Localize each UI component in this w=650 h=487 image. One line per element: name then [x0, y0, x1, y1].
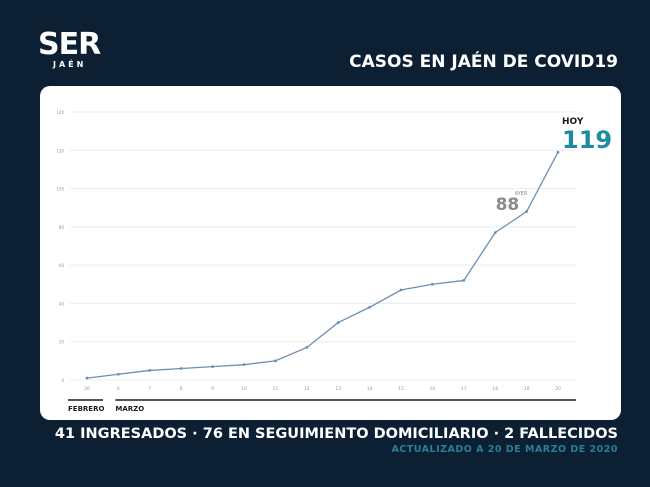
updated-date: ACTUALIZADO A 20 DE MARZO DE 2020: [391, 444, 618, 455]
month-label: FEBRERO: [68, 405, 104, 413]
data-point: [462, 279, 466, 282]
data-point: [368, 305, 371, 309]
annotation-label: HOY: [562, 117, 584, 127]
x-tick-label: 26: [84, 386, 90, 392]
y-tick-label: 100: [56, 187, 64, 192]
x-tick-label: 14: [367, 386, 373, 392]
page-title: CASOS EN JAÉN DE COVID19: [349, 52, 618, 72]
month-label: MARZO: [115, 405, 144, 413]
data-point: [211, 365, 215, 368]
x-tick-label: 17: [461, 386, 467, 392]
data-point: [274, 359, 277, 363]
x-tick-label: 16: [430, 386, 436, 392]
y-tick-label: 60: [59, 263, 65, 268]
data-point: [556, 150, 560, 154]
y-tick-label: 120: [56, 148, 64, 153]
logo-main: SER: [38, 27, 101, 62]
data-point: [85, 376, 89, 380]
x-tick-label: 12: [304, 386, 310, 392]
data-point: [431, 282, 434, 286]
annotation-value: 119: [562, 126, 612, 154]
y-tick-label: 0: [61, 378, 64, 383]
ser-jaen-logo: SER JAÉN: [38, 27, 101, 70]
y-tick-label: 20: [59, 340, 65, 345]
x-tick-label: 7: [148, 386, 151, 392]
x-tick-label: 18: [492, 386, 498, 392]
x-tick-label: 6: [117, 386, 120, 392]
x-tick-label: 11: [273, 386, 279, 392]
annotation-label: AYER: [515, 191, 528, 197]
x-tick-label: 19: [524, 386, 530, 392]
x-tick-label: 8: [180, 386, 183, 392]
x-tick-label: 13: [335, 386, 341, 392]
x-tick-label: 20: [555, 386, 561, 392]
data-point: [336, 321, 340, 324]
x-tick-label: 9: [211, 386, 214, 392]
summary-text: 41 INGRESADOS · 76 EN SEGUIMIENTO DOMICI…: [54, 426, 618, 442]
data-point: [242, 363, 246, 367]
y-tick-label: 40: [59, 301, 65, 306]
data-point: [305, 346, 309, 349]
data-point: [117, 372, 120, 376]
chart-card: [40, 86, 621, 420]
annotation-value: 88: [496, 195, 520, 215]
y-tick-label: 140: [56, 110, 64, 115]
y-tick-label: 80: [59, 225, 65, 230]
data-point: [179, 367, 183, 370]
data-point: [399, 288, 403, 292]
data-point: [148, 369, 152, 372]
x-tick-label: 15: [398, 386, 404, 392]
data-point: [525, 210, 528, 213]
data-point: [493, 231, 497, 235]
logo-sub: JAÉN: [53, 60, 87, 69]
series-line: [86, 151, 559, 379]
x-tick-label: 10: [241, 386, 247, 392]
